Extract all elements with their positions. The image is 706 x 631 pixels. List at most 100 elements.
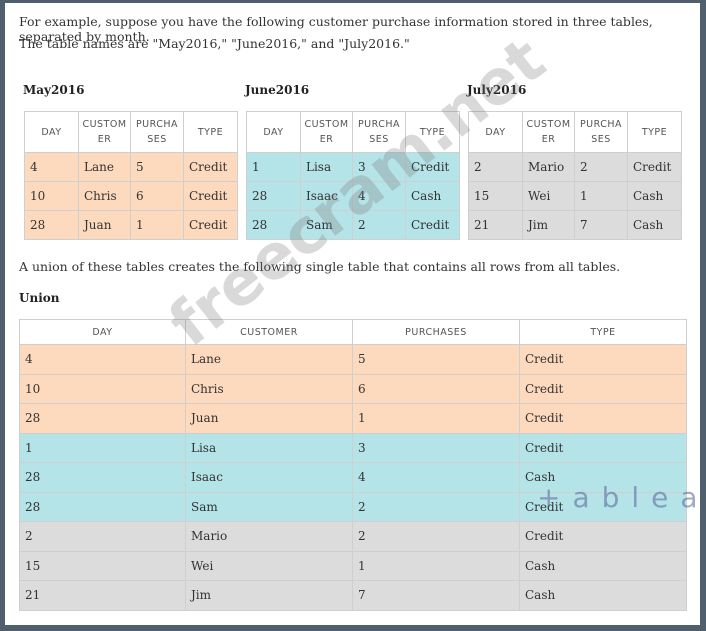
cell: 15 <box>468 181 523 211</box>
cell: 1 <box>19 432 186 463</box>
cell: Cash <box>405 181 460 211</box>
table: DAY CUSTOMER PURCHASES TYPE 4 Lane 5 Credit 10 Ch… <box>24 111 238 240</box>
cell: Cash <box>627 210 682 240</box>
cell: Jim <box>522 210 575 240</box>
cell: Credit <box>405 152 460 182</box>
cell: 15 <box>19 550 186 581</box>
cell: 4 <box>24 152 79 182</box>
cell: 7 <box>352 580 520 611</box>
cell: 10 <box>19 373 186 404</box>
table-title: July2016 <box>467 83 527 97</box>
cell: Isaac <box>300 181 353 211</box>
cell: Lane <box>78 152 131 182</box>
header-cell: DAY <box>246 111 301 153</box>
cell: 1 <box>352 550 520 581</box>
cell: 6 <box>352 373 520 404</box>
cell: 28 <box>19 462 186 493</box>
cell: 2 <box>574 152 628 182</box>
header-cell: TYPE <box>519 319 687 345</box>
table: DAY CUSTOMER PURCHASES TYPE 1 Lisa 3 Credit 28 Is… <box>246 111 460 240</box>
union-title: Union <box>19 291 60 305</box>
header-cell: PURCHASES <box>130 111 184 153</box>
intro-line: For example, suppose you have the follow… <box>19 14 653 44</box>
cell: 2 <box>19 521 186 552</box>
row: 2 Mario 2 Credit <box>468 152 682 182</box>
cell: 1 <box>130 210 184 240</box>
cell: Jim <box>185 580 353 611</box>
cell: 28 <box>246 181 301 211</box>
cell: Wei <box>522 181 575 211</box>
cell: Lisa <box>185 432 353 463</box>
intro-line: The table names are "May2016," "June2016… <box>19 36 410 51</box>
row: 10 Chris 6 Credit <box>24 181 238 211</box>
cell: 28 <box>246 210 301 240</box>
cell: Lisa <box>300 152 353 182</box>
header-cell: CUSTOMER <box>185 319 353 345</box>
cell: Sam <box>185 491 353 522</box>
cell: Lane <box>185 344 353 375</box>
cell: Cash <box>627 181 682 211</box>
cell: Isaac <box>185 462 353 493</box>
row: 15 Wei 1 Cash <box>19 550 687 581</box>
cell: Juan <box>78 210 131 240</box>
header-cell: CUSTOMER <box>522 111 575 153</box>
cell: 2 <box>468 152 523 182</box>
cell: Cash <box>519 580 687 611</box>
table: DAY CUSTOMER PURCHASES TYPE 2 Mario 2 Credit 15 W… <box>468 111 682 240</box>
cell: Credit <box>627 152 682 182</box>
cell: Credit <box>519 491 687 522</box>
cell: Juan <box>185 403 353 434</box>
row: 21 Jim 7 Cash <box>19 580 687 611</box>
header-cell: TYPE <box>405 111 460 153</box>
cell: 6 <box>130 181 184 211</box>
row: 4 Lane 5 Credit <box>24 152 238 182</box>
cell: 5 <box>130 152 184 182</box>
row: 28 Isaac 4 Cash <box>246 181 460 211</box>
cell: Credit <box>519 344 687 375</box>
row: 2 Mario 2 Credit <box>19 521 687 552</box>
logo: +ableau <box>537 481 700 514</box>
cell: 28 <box>19 403 186 434</box>
cell: 4 <box>19 344 186 375</box>
row: 15 Wei 1 Cash <box>468 181 682 211</box>
cell: Credit <box>183 210 238 240</box>
header-row: DAY CUSTOMER PURCHASES TYPE <box>19 319 687 345</box>
row: 10 Chris 6 Credit <box>19 373 687 404</box>
row: 21 Jim 7 Cash <box>468 210 682 240</box>
cell: 1 <box>574 181 628 211</box>
cell: Credit <box>519 403 687 434</box>
cell: Chris <box>185 373 353 404</box>
cell: 7 <box>574 210 628 240</box>
table-title: May2016 <box>23 83 85 97</box>
cell: 28 <box>19 491 186 522</box>
header-row: DAY CUSTOMER PURCHASES TYPE <box>246 111 460 153</box>
cell: Credit <box>183 181 238 211</box>
cell: Credit <box>519 373 687 404</box>
cell: 21 <box>468 210 523 240</box>
header-cell: PURCHASES <box>352 319 520 345</box>
cell: Credit <box>183 152 238 182</box>
cell: 2 <box>352 210 406 240</box>
row: 28 Juan 1 Credit <box>19 403 687 434</box>
cell: 28 <box>24 210 79 240</box>
cell: 3 <box>352 152 406 182</box>
row: 28 Juan 1 Credit <box>24 210 238 240</box>
cell: Credit <box>405 210 460 240</box>
table-title: June2016 <box>245 83 310 97</box>
header-cell: TYPE <box>183 111 238 153</box>
cell: Wei <box>185 550 353 581</box>
cell: 1 <box>352 403 520 434</box>
cell: Chris <box>78 181 131 211</box>
cell: Mario <box>522 152 575 182</box>
cell: 2 <box>352 521 520 552</box>
header-row: DAY CUSTOMER PURCHASES TYPE <box>468 111 682 153</box>
header-cell: PURCHASES <box>574 111 628 153</box>
header-row: DAY CUSTOMER PURCHASES TYPE <box>24 111 238 153</box>
cell: Mario <box>185 521 353 552</box>
cell: Credit <box>519 521 687 552</box>
document: For example, suppose you have the follow… <box>5 3 700 625</box>
header-cell: DAY <box>19 319 186 345</box>
cell: 21 <box>19 580 186 611</box>
header-cell: PURCHASES <box>352 111 406 153</box>
